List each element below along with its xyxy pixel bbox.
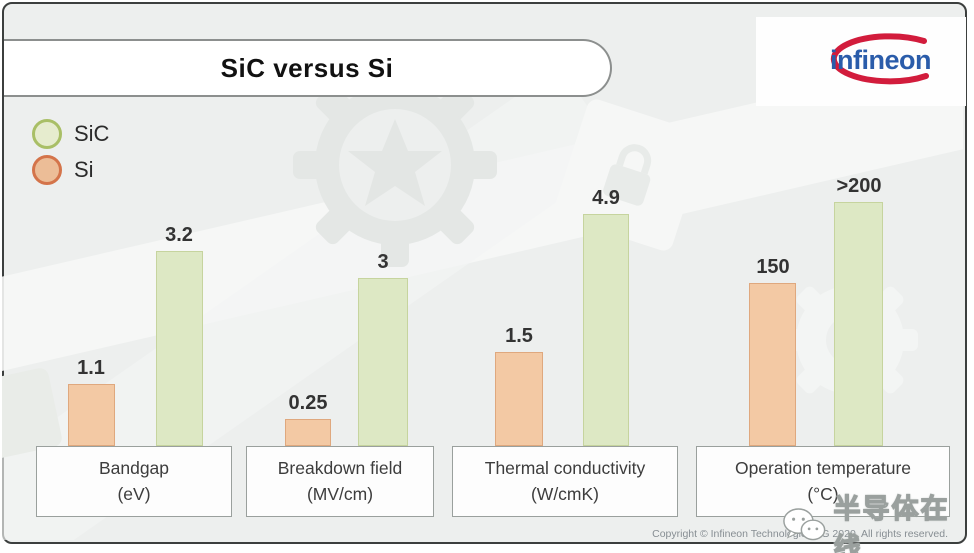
bar-sic-breakdown — [358, 278, 408, 446]
bar-si-bandgap — [68, 384, 115, 446]
sic-swatch-icon — [32, 119, 62, 149]
bar-sic-thermal — [583, 214, 629, 446]
category-unit: (eV) — [117, 483, 151, 504]
category-box-optemp: Operation temperature (°C) — [696, 446, 950, 517]
bar-si-optemp — [749, 283, 796, 446]
bar-si-thermal — [495, 352, 543, 446]
value-label-sic-optemp: >200 — [836, 175, 882, 197]
category-unit: (MV/cm) — [306, 483, 374, 504]
bar-sic-optemp — [834, 202, 883, 446]
category-unit: (W/cmK) — [530, 483, 600, 504]
value-label-si-optemp: 150 — [756, 256, 790, 278]
category-box-bandgap: Bandgap (eV) — [36, 446, 232, 517]
watermark-text: 半导体在线 — [833, 493, 950, 553]
value-label-si-breakdown: 0.25 — [288, 392, 328, 414]
category-label: Bandgap — [98, 458, 170, 479]
value-label-sic-thermal: 4.9 — [592, 187, 620, 209]
value-label-si-bandgap: 1.1 — [77, 357, 105, 379]
category-box-thermal: Thermal conductivity (W/cmK) — [452, 446, 678, 517]
copyright-text: Copyright © Infineon Technologies AG 202… — [652, 528, 948, 540]
category-box-breakdown: Breakdown field (MV/cm) — [246, 446, 434, 517]
infineon-logo-icon: infineon — [830, 33, 931, 85]
svg-text:infineon: infineon — [830, 45, 931, 75]
page-title: SiC versus Si — [220, 52, 394, 83]
legend: SiC Si — [32, 119, 109, 191]
logo-box: infineon — [756, 17, 966, 106]
legend-item-sic: SiC — [32, 119, 109, 149]
wechat-icon — [783, 508, 826, 541]
category-label: Thermal conductivity — [484, 458, 646, 479]
value-label-si-thermal: 1.5 — [505, 325, 533, 347]
bar-si-breakdown — [285, 419, 331, 446]
legend-item-si: Si — [32, 155, 109, 185]
value-label-sic-bandgap: 3.2 — [165, 224, 193, 246]
legend-label-si: Si — [74, 157, 94, 182]
title-banner: SiC versus Si — [4, 39, 612, 97]
category-unit: (°C) — [807, 483, 839, 504]
category-label: Operation temperature — [734, 458, 912, 479]
si-swatch-icon — [32, 155, 62, 185]
watermark: 半导体在线 — [781, 487, 974, 553]
category-label: Breakdown field — [277, 458, 403, 479]
value-label-sic-breakdown: 3 — [377, 251, 389, 273]
legend-label-sic: SiC — [74, 121, 110, 146]
bar-sic-bandgap — [156, 251, 203, 446]
